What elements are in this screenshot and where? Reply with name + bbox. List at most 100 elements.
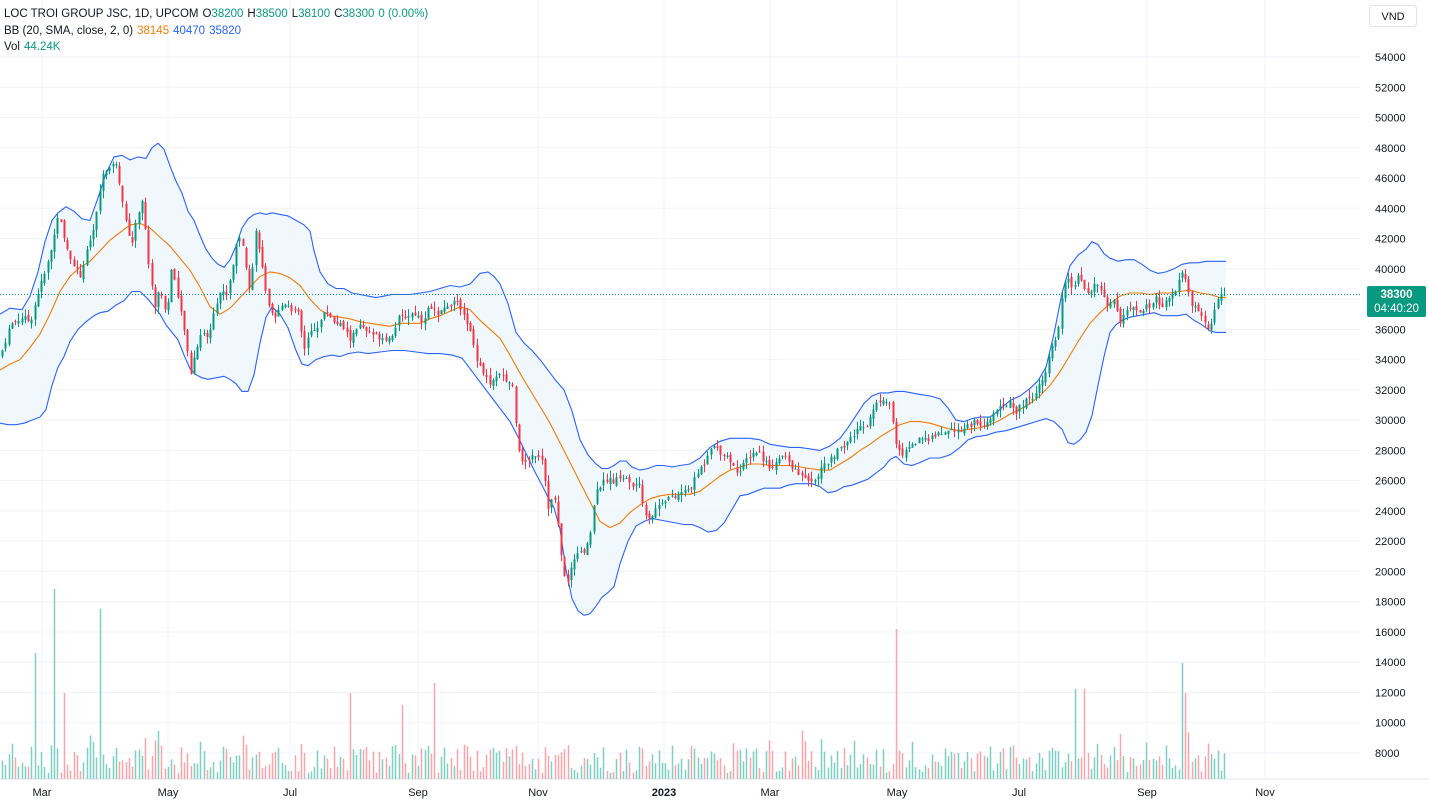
x-tick-label: 2023	[652, 787, 676, 799]
volume-bar	[368, 760, 371, 779]
volume-bar	[1122, 756, 1125, 779]
candle-body	[1119, 308, 1122, 324]
candle-body	[742, 462, 745, 470]
candle-body	[762, 451, 765, 462]
y-tick-label: 8000	[1375, 748, 1399, 760]
y-tick-label: 40000	[1375, 264, 1406, 276]
volume-bar	[502, 761, 505, 779]
volume-bar	[482, 767, 485, 779]
change-value: 0 (0.00%)	[378, 8, 429, 20]
candle-body	[277, 309, 280, 317]
candle-body	[1213, 309, 1216, 323]
candle-body	[485, 374, 488, 378]
candle-body	[641, 484, 644, 503]
candle-body	[11, 323, 14, 329]
candle-body	[1139, 310, 1142, 313]
volume-bar	[645, 765, 648, 779]
candle-body	[69, 250, 72, 260]
volume-bar	[1090, 769, 1093, 779]
volume-bar	[940, 765, 943, 779]
volume-bar	[437, 772, 440, 779]
volume-bar	[710, 751, 713, 779]
time-axis: Mar May Jul Sep Nov 2023 Mar May Jul Sep Nov	[33, 787, 1276, 799]
volume-bar	[472, 770, 475, 779]
bb-lower-line	[0, 290, 1226, 616]
candle-body	[287, 305, 290, 307]
candle-body	[719, 445, 722, 455]
volume-bar	[1, 760, 4, 779]
volume-bar	[700, 763, 703, 779]
volume-bar	[66, 764, 69, 779]
volume-bar	[102, 754, 105, 779]
candle-body	[674, 496, 677, 499]
candle-body	[121, 185, 124, 203]
volume-bar	[788, 770, 791, 779]
bb-label[interactable]: BB (20, SMA, close, 2, 0)	[4, 24, 134, 37]
bar-countdown: 04:40:20	[1374, 303, 1419, 315]
candle-body	[713, 446, 716, 449]
volume-bar	[797, 765, 800, 779]
candle-body	[1187, 279, 1190, 293]
volume-bar	[1061, 767, 1064, 779]
volume-bar	[810, 751, 813, 779]
volume-bar	[255, 754, 258, 779]
volume-bar	[1174, 765, 1177, 779]
volume-bar	[27, 766, 30, 779]
candle-body	[472, 329, 475, 346]
y-tick-label: 42000	[1375, 234, 1406, 246]
low-value: 38100	[298, 8, 331, 20]
candle-body	[82, 265, 85, 280]
volume-bar	[908, 760, 911, 779]
candle-body	[531, 455, 534, 460]
currency-button[interactable]: VND	[1369, 5, 1417, 27]
candle-body	[528, 459, 531, 461]
candle-body	[853, 436, 856, 438]
vol-label[interactable]: Vol	[4, 41, 20, 53]
volume-bar	[820, 739, 823, 779]
volume-bar	[1051, 747, 1054, 779]
volume-bar	[1161, 764, 1164, 779]
candle-body	[794, 468, 797, 470]
candle-body	[999, 405, 1002, 411]
volume-bar	[362, 749, 365, 779]
volume-bar	[885, 772, 888, 779]
symbol-title[interactable]: LOC TROI GROUP JSC, 1D, UPCOM	[4, 8, 199, 20]
volume-bar	[420, 748, 423, 779]
volume-bar	[316, 750, 319, 779]
chart-grid	[0, 0, 1429, 780]
candle-body	[1012, 403, 1015, 408]
volume-bar	[934, 761, 937, 779]
candle-body	[950, 428, 953, 430]
x-tick-label: Mar	[33, 787, 52, 799]
volume-bar	[307, 772, 310, 779]
close-label: C	[334, 8, 343, 20]
candle-body	[297, 309, 300, 312]
volume-bar	[170, 759, 173, 779]
volume-bar	[50, 745, 53, 779]
open-label: O	[202, 8, 212, 20]
candle-body	[30, 319, 33, 324]
volume-bar	[157, 731, 160, 779]
bollinger-bands	[0, 142, 1226, 616]
volume-bar	[898, 750, 901, 779]
volume-bar	[979, 751, 982, 779]
volume-bar	[313, 767, 316, 779]
volume-bar	[1067, 753, 1070, 779]
volume-bar	[378, 751, 381, 779]
candle-body	[336, 321, 339, 324]
candle-body	[599, 487, 602, 491]
volume-bar	[846, 765, 849, 779]
volume-bar	[973, 771, 976, 779]
volume-bar	[801, 730, 804, 779]
candle-body	[619, 475, 622, 479]
candle-body	[1194, 306, 1197, 308]
candle-body	[290, 305, 293, 312]
y-tick-label: 30000	[1375, 415, 1406, 427]
volume-bar	[957, 752, 960, 779]
y-tick-label: 32000	[1375, 385, 1406, 397]
candle-body	[778, 458, 781, 464]
volume-bar	[882, 749, 885, 779]
volume-bar	[258, 751, 261, 779]
volume-bar	[862, 754, 865, 779]
